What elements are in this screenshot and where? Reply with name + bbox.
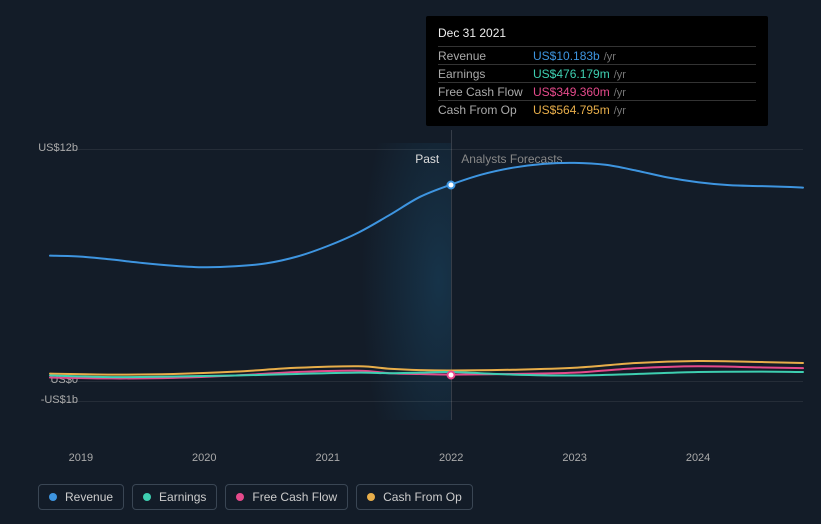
legend-item-cash-from-op[interactable]: Cash From Op bbox=[356, 484, 473, 510]
legend-dot-icon bbox=[236, 493, 244, 501]
legend-dot-icon bbox=[143, 493, 151, 501]
x-axis-label: 2019 bbox=[69, 452, 93, 464]
legend-dot-icon bbox=[49, 493, 57, 501]
legend-item-earnings[interactable]: Earnings bbox=[132, 484, 217, 510]
tooltip-row-unit: /yr bbox=[614, 105, 626, 117]
x-axis-label: 2023 bbox=[562, 452, 586, 464]
tooltip-row: Free Cash FlowUS$349.360m/yr bbox=[438, 82, 756, 100]
line-series-svg bbox=[50, 130, 803, 420]
tooltip-date: Dec 31 2021 bbox=[438, 22, 756, 46]
x-axis-label: 2022 bbox=[439, 452, 463, 464]
tooltip-row-label: Cash From Op bbox=[438, 103, 533, 117]
x-axis-label: 2021 bbox=[315, 452, 339, 464]
tooltip-row-unit: /yr bbox=[604, 51, 616, 63]
hover-tooltip: Dec 31 2021 RevenueUS$10.183b/yrEarnings… bbox=[426, 16, 768, 126]
legend-item-label: Free Cash Flow bbox=[252, 490, 337, 504]
tooltip-row-value: US$476.179m bbox=[533, 67, 610, 81]
tooltip-row-label: Free Cash Flow bbox=[438, 85, 533, 99]
legend-item-label: Cash From Op bbox=[383, 490, 462, 504]
plot-area[interactable]: US$12bUS$0-US$1b Past Analysts Forecasts bbox=[50, 130, 803, 420]
legend-item-label: Earnings bbox=[159, 490, 206, 504]
hover-marker-revenue bbox=[447, 180, 456, 189]
hover-marker-free_cash_flow bbox=[447, 370, 456, 379]
tooltip-row-label: Revenue bbox=[438, 49, 533, 63]
tooltip-row: EarningsUS$476.179m/yr bbox=[438, 64, 756, 82]
legend-item-label: Revenue bbox=[65, 490, 113, 504]
tooltip-row-value: US$564.795m bbox=[533, 103, 610, 117]
legend-item-free-cash-flow[interactable]: Free Cash Flow bbox=[225, 484, 348, 510]
tooltip-row-unit: /yr bbox=[614, 87, 626, 99]
tooltip-row: RevenueUS$10.183b/yr bbox=[438, 46, 756, 64]
tooltip-row-value: US$10.183b bbox=[533, 49, 600, 63]
x-axis-label: 2020 bbox=[192, 452, 216, 464]
chart-container: Dec 31 2021 RevenueUS$10.183b/yrEarnings… bbox=[18, 0, 803, 524]
legend: Revenue Earnings Free Cash Flow Cash From O… bbox=[38, 484, 473, 510]
legend-item-revenue[interactable]: Revenue bbox=[38, 484, 124, 510]
x-axis-label: 2024 bbox=[686, 452, 710, 464]
tooltip-row-value: US$349.360m bbox=[533, 85, 610, 99]
tooltip-row-unit: /yr bbox=[614, 69, 626, 81]
tooltip-row-label: Earnings bbox=[438, 67, 533, 81]
tooltip-row: Cash From OpUS$564.795m/yr bbox=[438, 100, 756, 118]
legend-dot-icon bbox=[367, 493, 375, 501]
series-line-revenue bbox=[50, 163, 803, 267]
